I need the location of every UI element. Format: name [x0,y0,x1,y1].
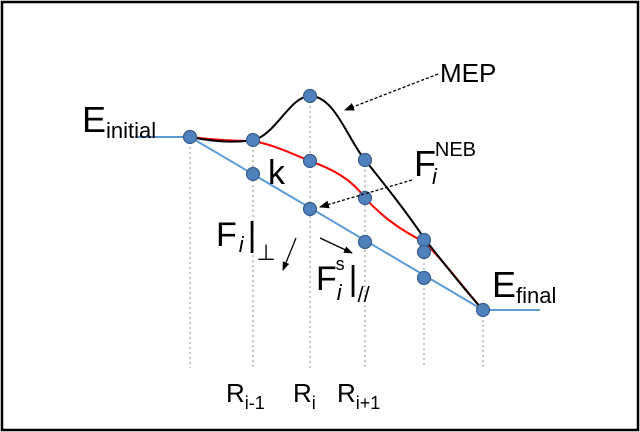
e-initial-label: Einitial [82,99,156,143]
node-prev-line [245,166,261,182]
r-prev-label: Ri-1 [226,378,265,413]
k-label: k [268,154,286,192]
node-prev-mep [245,132,261,148]
node-next-line [357,234,373,250]
image-nodes [182,88,491,318]
mep-label: MEP [440,58,496,88]
r-next-label: Ri+1 [337,378,380,413]
node-final [475,302,491,318]
f-perp-arrow [282,237,297,271]
f-neb-label: FiNEB [414,139,476,189]
straight-path [135,136,540,311]
interpolation-line [189,136,484,311]
node-next-neb [357,190,373,206]
r-curr-label: Ri [293,378,316,413]
f-par-label: Fis |// [316,254,371,307]
dashed-guides [189,96,484,368]
node-next-mep [357,152,373,168]
node-4-line [416,270,432,286]
e-final-label: Efinal [492,264,556,308]
node-curr-line [302,201,318,217]
node-4-neb [416,244,432,260]
f-perp-label: Fi |⊥ [216,216,276,265]
mep-pointer-arrow [344,73,439,111]
node-initial [182,129,198,145]
node-curr-neb [302,153,318,169]
f-par-arrow [319,237,353,254]
fneb-pointer-arrow [319,179,413,209]
node-4-mep [416,232,432,248]
node-curr-mep [302,88,318,104]
